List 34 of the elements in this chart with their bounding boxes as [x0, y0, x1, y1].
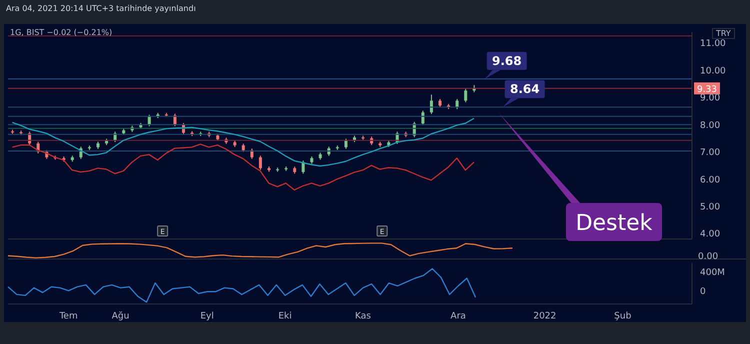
y-tick-label: 8.00: [700, 120, 720, 131]
x-tick-label: Ara: [450, 311, 466, 322]
candlestick: [421, 110, 424, 126]
ref-line-label: 9.68: [492, 54, 522, 68]
x-tick-label: Eki: [278, 311, 292, 322]
y-tick-label: 0: [700, 286, 706, 297]
y-tick-label: 4.00: [700, 230, 720, 240]
x-tick-label: 2022: [533, 311, 556, 322]
y-axis-title: TRY: [712, 28, 735, 39]
y-tick-label: 6.00: [700, 175, 720, 186]
candlestick: [250, 148, 254, 160]
y-tick-label: 7.00: [700, 148, 720, 158]
annotation: 0.00: [698, 252, 718, 262]
x-tick-label: Kas: [355, 311, 372, 322]
y-tick-label: 400M: [700, 268, 725, 278]
candlestick: [258, 155, 262, 170]
y-tick-label: 9.00: [700, 94, 720, 104]
ref-line-label: 8.64: [510, 82, 540, 96]
candlestick: [430, 94, 433, 114]
x-tick-label: Tem: [58, 311, 78, 322]
candlestick: [302, 160, 305, 174]
x-tick-label: Şub: [614, 311, 632, 322]
x-tick-label: Eyl: [200, 311, 214, 322]
y-tick-label: 11.00: [700, 39, 726, 50]
line-series: [7, 268, 476, 303]
chart-subtitle: 1G, BIST −0.02 (−0.21%): [10, 28, 112, 37]
ref-line-label: 9.33: [696, 84, 718, 95]
annotation: Destek: [576, 211, 653, 236]
x-tick-label: Ağu: [112, 310, 130, 322]
y-tick-label: 5.00: [700, 202, 720, 213]
candlestick: [464, 88, 468, 103]
chart-title: Ara 04, 2021 20:14 UTC+3 tarihinde yayınlandı: [6, 4, 196, 13]
line-series: [12, 144, 475, 191]
y-tick-label: 10.00: [700, 66, 726, 76]
